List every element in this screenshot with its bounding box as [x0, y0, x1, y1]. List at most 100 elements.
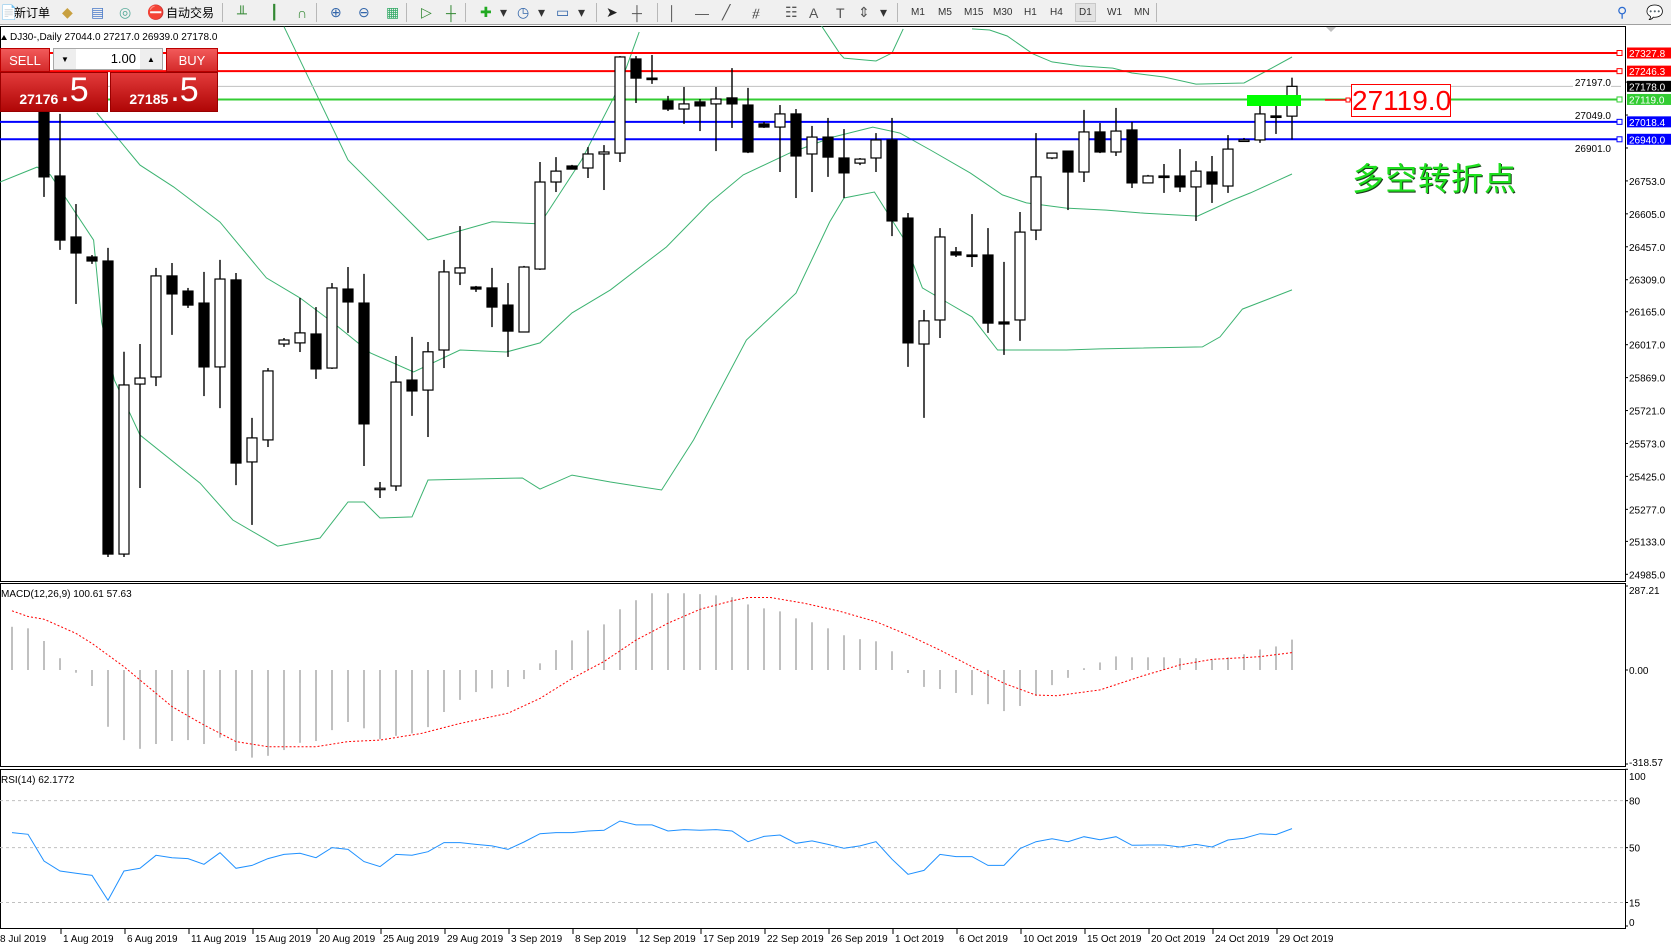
price-line-label-bg — [1627, 133, 1671, 145]
increase-lot-button[interactable]: ▲ — [140, 49, 162, 69]
new-order-button[interactable]: 新订单 — [14, 6, 51, 20]
navigator-icon[interactable]: ▤ — [91, 4, 105, 20]
candle-bearish — [566, 165, 578, 170]
candle-bearish — [646, 77, 658, 81]
price-line-label: 27018.4 — [1629, 118, 1666, 129]
candle-bullish — [518, 266, 530, 333]
price-tick-label-bg — [1573, 142, 1611, 154]
timeframe-h1[interactable]: H1 — [1024, 7, 1037, 18]
candle-bullish — [1046, 152, 1058, 159]
candlestick-chart-icon[interactable]: ┃ — [270, 4, 279, 20]
candle-bearish — [166, 275, 178, 295]
timeframe-m15[interactable]: M15 — [964, 7, 984, 18]
search-icon[interactable]: ⚲ — [1617, 4, 1628, 20]
buy-button[interactable]: BUY — [166, 48, 218, 72]
crosshair-icon[interactable]: ┼ — [632, 4, 642, 21]
dropdown-icon[interactable]: ▾ — [880, 4, 888, 20]
auto-trading-button[interactable]: 自动交易 — [166, 6, 215, 20]
main-plot — [0, 26, 1623, 557]
zoom-in-icon[interactable]: ⊕ — [330, 4, 342, 20]
price-line-label: 27327.8 — [1629, 49, 1666, 60]
fibonacci-icon[interactable]: ☷ — [785, 4, 798, 20]
auto-trading-icon[interactable]: ⛔ — [147, 4, 165, 20]
candle-bullish — [1030, 176, 1042, 231]
green-zone-marker — [1247, 95, 1301, 106]
decrease-lot-button[interactable]: ▼ — [54, 49, 76, 69]
candle-bearish — [726, 97, 738, 105]
bar-chart-icon[interactable]: ╨ — [237, 4, 247, 21]
date-label: 10 Oct 2019 — [1023, 934, 1078, 945]
date-label: 20 Oct 2019 — [1151, 934, 1206, 945]
signals-icon[interactable]: ◎ — [119, 4, 132, 20]
cursor-icon[interactable]: ➤ — [606, 4, 618, 20]
toolbar-separator — [1156, 3, 1157, 22]
candle-bearish — [70, 236, 82, 254]
sell-button[interactable]: SELL — [0, 48, 50, 72]
new-order-icon[interactable]: 📄 — [0, 4, 18, 20]
candle-bullish — [774, 113, 786, 128]
price-tick-label-bg — [1573, 109, 1611, 121]
zoom-out-icon[interactable]: ⊖ — [358, 4, 370, 20]
indicators-icon[interactable]: ✚ — [480, 4, 492, 20]
periods-clock-icon[interactable]: ◷ — [517, 4, 530, 20]
timeframe-m30[interactable]: M30 — [993, 7, 1013, 18]
buy-price-fraction: .5 — [170, 71, 199, 109]
price-tick-label: 27049.0 — [1575, 111, 1612, 122]
trendline-icon[interactable]: ╱ — [722, 4, 731, 20]
timeframe-m5[interactable]: M5 — [938, 7, 952, 18]
bollinger-upper-band — [283, 26, 640, 241]
buy-price-button[interactable]: 27185.5 — [110, 72, 218, 112]
equidistant-channel-icon[interactable]: ⧣ — [752, 4, 760, 20]
candle-bearish — [1062, 150, 1074, 173]
buy-price-main: 27185 — [129, 91, 169, 107]
date-label: 8 Jul 2019 — [0, 934, 47, 945]
candle-bullish — [1222, 148, 1234, 187]
market-watch-icon[interactable]: ◆ — [62, 4, 73, 20]
tile-windows-icon[interactable]: ▦ — [386, 4, 400, 20]
dropdown-icon[interactable]: ▾ — [538, 4, 546, 20]
text-icon[interactable]: A — [809, 4, 819, 21]
candle-bearish — [758, 123, 770, 128]
candle-bearish — [998, 321, 1010, 325]
line-chart-icon[interactable]: ∩ — [297, 4, 308, 21]
templates-icon[interactable]: ▭ — [556, 4, 570, 20]
chart-shift-marker — [1326, 27, 1336, 32]
lot-size-stepper[interactable]: ▼ 1.00 ▲ — [53, 48, 163, 70]
lot-size-input[interactable]: 1.00 — [110, 51, 136, 66]
date-label: 25 Aug 2019 — [383, 934, 440, 945]
price-tick-label: 26901.0 — [1575, 144, 1612, 155]
date-label: 20 Aug 2019 — [319, 934, 376, 945]
chart-shift-icon[interactable]: ┼ — [446, 4, 456, 21]
dropdown-icon[interactable]: ▾ — [578, 4, 586, 20]
dropdown-icon[interactable]: ▾ — [500, 4, 508, 20]
collapse-triangle-icon — [1, 35, 7, 40]
candle-bearish — [102, 260, 114, 555]
macd-plot — [11, 593, 1293, 758]
candle-bearish — [406, 379, 418, 392]
price-tick-label: 25425.0 — [1629, 472, 1666, 483]
bollinger-upper-band — [971, 28, 1293, 85]
rsi-tick-label: 80 — [1629, 797, 1641, 808]
price-annotation-box[interactable]: 27119.0 — [1351, 84, 1452, 117]
candle-bearish — [198, 302, 210, 368]
chat-icon[interactable]: 💬 — [1646, 4, 1664, 20]
arrows-icon[interactable]: ⇕ — [858, 4, 870, 20]
timeframe-w1[interactable]: W1 — [1107, 7, 1122, 18]
horizontal-line-icon[interactable]: — — [695, 4, 709, 21]
sell-price-button[interactable]: 27176.5 — [0, 72, 108, 112]
date-label: 29 Oct 2019 — [1279, 934, 1334, 945]
vertical-line-icon[interactable]: │ — [668, 4, 677, 21]
date-label: 26 Sep 2019 — [831, 934, 888, 945]
candle-bearish — [950, 251, 962, 256]
chinese-note-text[interactable]: 多空转折点 — [1352, 160, 1518, 198]
timeframe-h4[interactable]: H4 — [1050, 7, 1063, 18]
text-label-icon[interactable]: T — [836, 4, 845, 21]
auto-scroll-icon[interactable]: ▷ — [421, 4, 432, 20]
line-handle — [1616, 136, 1623, 143]
candle-bullish — [278, 339, 290, 345]
macd-tick-label: -318.57 — [1629, 758, 1663, 769]
timeframe-mn[interactable]: MN — [1134, 7, 1150, 18]
timeframe-d1[interactable]: D1 — [1075, 3, 1096, 22]
timeframe-m1[interactable]: M1 — [911, 7, 925, 18]
